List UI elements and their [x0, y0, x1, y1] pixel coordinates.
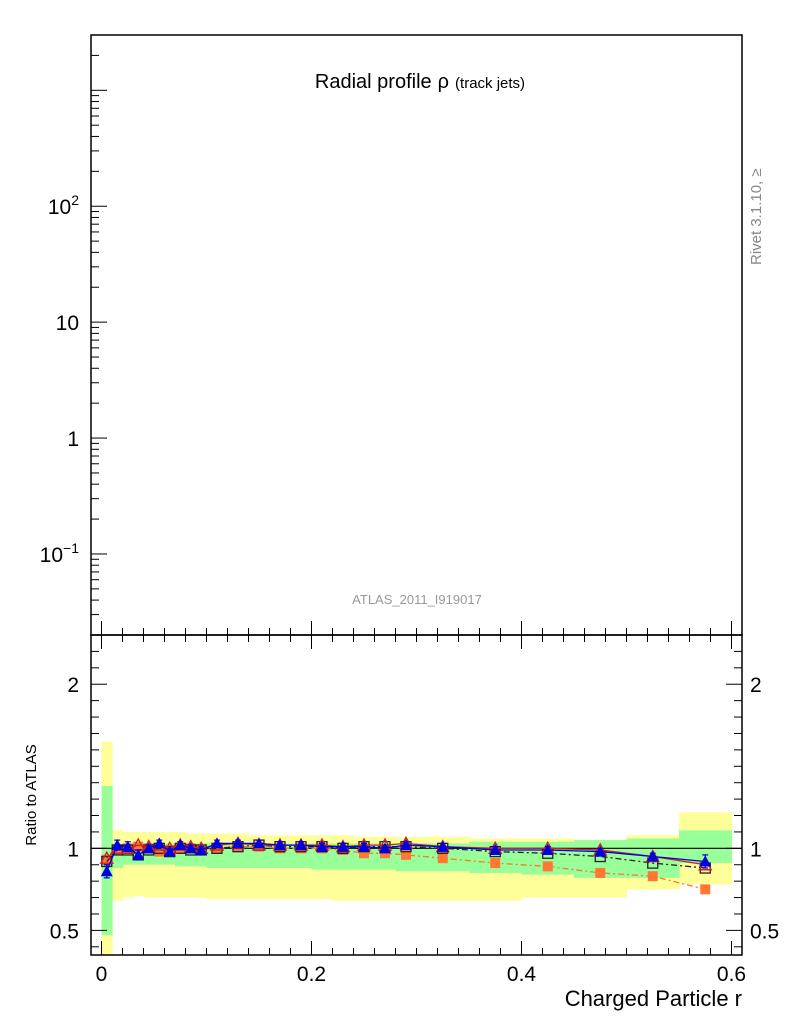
- series-3-point: [121, 840, 134, 852]
- analysis-label: ATLAS_2011_I919017: [352, 592, 482, 607]
- tick-base: 10: [56, 312, 79, 335]
- band-outer-bin: [154, 831, 166, 898]
- main-title: Radial profile ρ (track jets): [315, 71, 525, 93]
- series-3-point: [174, 839, 187, 851]
- series-3-point: [337, 840, 349, 852]
- series-3-point: [184, 842, 197, 854]
- ratio-x-tick-label: 0: [96, 963, 108, 986]
- x-axis-label: Charged Particle r: [565, 986, 742, 1011]
- band-outer-bin: [164, 831, 176, 898]
- series-0-point: [101, 854, 112, 865]
- series-3-point: [379, 842, 391, 854]
- series-3-point: [253, 837, 265, 849]
- ratio-panel: 0 0.2 0.4 0.60.5 0.51 12 2 Ratio to ATLAS Char…: [23, 634, 779, 1011]
- band-inner-bin: [143, 843, 155, 865]
- series-3-point: [594, 845, 607, 857]
- band-inner-bin: [175, 843, 187, 867]
- main-y-tick-label: 1: [67, 428, 79, 451]
- series-0-line: [106, 846, 706, 891]
- series-0-point: [133, 841, 144, 852]
- series-0-point: [401, 849, 411, 860]
- ratio-y-tick-label-right: 0.5: [750, 920, 779, 943]
- series-3-point: [358, 840, 370, 852]
- series-3-point: [111, 839, 124, 851]
- series-0-point: [647, 871, 658, 882]
- series-0-point: [154, 846, 165, 857]
- series-3-point: [489, 843, 502, 855]
- ratio-x-tick-label: 0.6: [717, 963, 746, 986]
- ratio-ticks: [91, 635, 742, 955]
- series-0-point: [542, 861, 553, 872]
- series-3-point: [132, 848, 145, 860]
- tick-exponent: −1: [63, 540, 79, 556]
- ratio-x-tick-label: 0.4: [507, 963, 537, 986]
- series-0-point: [595, 867, 606, 878]
- main-y-tick-label: 10−1: [40, 540, 80, 567]
- series-3-point: [195, 843, 208, 855]
- series-3-point: [142, 842, 155, 854]
- tick-exponent: 2: [71, 192, 79, 208]
- main-title-text: Radial profile: [315, 71, 432, 93]
- main-y-tick-label: 102: [48, 192, 79, 219]
- tick-base: 10: [48, 196, 71, 219]
- series-0-point: [437, 853, 448, 864]
- ratio-x-tick-label: 0.2: [297, 963, 326, 986]
- series-3-point: [646, 850, 659, 862]
- series-3-point: [232, 837, 244, 849]
- series-3-point: [295, 839, 307, 851]
- series-3-point: [436, 840, 449, 852]
- tick-base: 1: [67, 428, 79, 451]
- ratio-series: [99, 835, 713, 895]
- series-3-point: [400, 839, 412, 851]
- series-0-point: [700, 884, 711, 895]
- band-inner-bin: [122, 843, 134, 865]
- band-inner-bin: [112, 843, 124, 869]
- band-outer-bin: [122, 831, 134, 898]
- series-3-point: [100, 865, 113, 877]
- series-3-point: [316, 840, 328, 852]
- tick-base: 10: [40, 544, 63, 567]
- series-3-point: [163, 845, 176, 857]
- rivet-version-label: Rivet 3.1.10, ≥: [748, 168, 765, 265]
- main-title-symbol: ρ: [438, 71, 449, 93]
- ratio-tick-labels: 0 0.2 0.4 0.60.5 0.51 12 2: [50, 674, 779, 986]
- ratio-y-tick-label-right: 2: [750, 674, 762, 697]
- ratio-y-tick-label-right: 1: [750, 838, 762, 861]
- ratio-y-tick-label: 2: [67, 674, 79, 697]
- ratio-y-axis-label: Ratio to ATLAS: [23, 744, 40, 845]
- series-0-point: [490, 858, 501, 869]
- series-3-point: [211, 837, 223, 849]
- series-3-point: [699, 855, 712, 867]
- series-3-point: [153, 837, 166, 849]
- series-3-point: [541, 843, 554, 855]
- series-3-point: [274, 839, 286, 851]
- ratio-y-tick-label: 0.5: [50, 920, 79, 943]
- main-y-tick-label: 10: [56, 312, 79, 335]
- main-title-subtitle: (track jets): [455, 75, 525, 92]
- series-0-point: [359, 848, 369, 859]
- ratio-y-tick-label: 1: [67, 838, 79, 861]
- series-2-point: [99, 850, 114, 864]
- band-outer-bin: [143, 831, 155, 898]
